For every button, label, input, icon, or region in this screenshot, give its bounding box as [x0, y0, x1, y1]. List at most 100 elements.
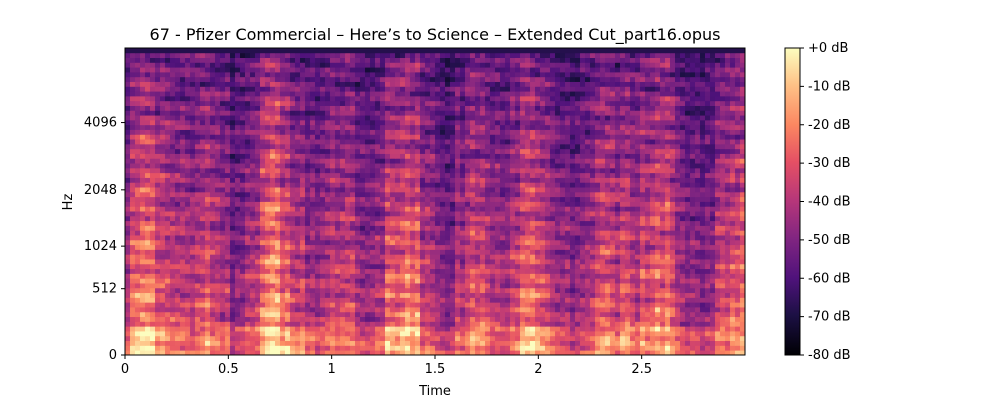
heatmap-cell [230, 177, 236, 183]
heatmap-cell [580, 196, 586, 202]
heatmap-cell [540, 163, 546, 169]
heatmap-cell [630, 302, 636, 308]
heatmap-cell [440, 167, 446, 174]
heatmap-cell [155, 163, 161, 169]
heatmap-cell [600, 292, 606, 298]
heatmap-cell [365, 244, 371, 250]
heatmap-cell [740, 278, 746, 284]
heatmap-cell [420, 225, 426, 231]
heatmap-cell [540, 244, 546, 250]
heatmap-cell [585, 278, 591, 284]
heatmap-cell [320, 350, 326, 356]
heatmap-cell [660, 307, 666, 313]
heatmap-cell [125, 335, 131, 342]
heatmap-cell [450, 225, 456, 231]
heatmap-cell [720, 254, 726, 260]
heatmap-cell [670, 307, 676, 313]
heatmap-cell [165, 244, 171, 250]
heatmap-cell [365, 191, 371, 198]
heatmap-cell [420, 283, 426, 289]
heatmap-cell [355, 215, 361, 222]
heatmap-cell [650, 230, 656, 236]
heatmap-cell [630, 206, 636, 212]
heatmap-cell [550, 235, 556, 241]
heatmap-cell [135, 206, 141, 212]
heatmap-cell [630, 283, 636, 289]
heatmap-cell [520, 278, 526, 284]
heatmap-cell [335, 220, 341, 226]
heatmap-cell [585, 225, 591, 231]
heatmap-cell [160, 345, 166, 351]
heatmap-cell [630, 345, 636, 351]
heatmap-cell [260, 278, 266, 284]
heatmap-cell [145, 302, 151, 308]
heatmap-cell [675, 350, 681, 356]
heatmap-cell [220, 230, 226, 236]
heatmap-cell [415, 191, 421, 198]
heatmap-cell [740, 201, 746, 207]
heatmap-cell [165, 172, 171, 178]
heatmap-cell [360, 249, 366, 255]
heatmap-cell [550, 244, 556, 250]
heatmap-cell [280, 263, 286, 270]
heatmap-cell [410, 278, 416, 284]
heatmap-cell [375, 287, 381, 294]
heatmap-cell [450, 345, 456, 351]
heatmap-cell [270, 201, 276, 207]
heatmap-cell [320, 163, 326, 169]
heatmap-cell [665, 230, 671, 236]
heatmap-cell [325, 225, 331, 231]
heatmap-cell [535, 220, 541, 226]
heatmap-cell [475, 254, 481, 260]
heatmap-cell [625, 220, 631, 226]
heatmap-cell [430, 263, 436, 270]
heatmap-cell [280, 302, 286, 308]
heatmap-cell [580, 331, 586, 337]
heatmap-cell [520, 311, 526, 318]
heatmap-cell [150, 230, 156, 236]
heatmap-cell [410, 259, 416, 265]
heatmap-cell [700, 287, 706, 294]
heatmap-cell [220, 321, 226, 327]
heatmap-cell [570, 206, 576, 212]
heatmap-cell [705, 206, 711, 212]
heatmap-cell [645, 201, 651, 207]
heatmap-cell [280, 235, 286, 241]
heatmap-cell [475, 311, 481, 318]
heatmap-cell [665, 177, 671, 183]
heatmap-cell [595, 345, 601, 351]
heatmap-cell [390, 244, 396, 250]
heatmap-cell [615, 172, 621, 178]
heatmap-cell [660, 259, 666, 265]
heatmap-cell [640, 230, 646, 236]
heatmap-cell [430, 316, 436, 322]
heatmap-cell [470, 254, 476, 260]
heatmap-cell [195, 321, 201, 327]
heatmap-cell [585, 254, 591, 260]
heatmap-cell [505, 297, 511, 303]
heatmap-cell [385, 268, 391, 274]
heatmap-cell [530, 307, 536, 313]
heatmap-cell [130, 187, 136, 193]
heatmap-cell [240, 201, 246, 207]
heatmap-cell [390, 211, 396, 217]
heatmap-cell [290, 263, 296, 270]
heatmap-cell [600, 163, 606, 169]
heatmap-cell [370, 278, 376, 284]
heatmap-cell [305, 225, 311, 231]
heatmap-cell [495, 196, 501, 202]
heatmap-cell [555, 249, 561, 255]
heatmap-cell [235, 287, 241, 294]
heatmap-cell [240, 273, 246, 279]
heatmap-cell [365, 345, 371, 351]
heatmap-cell [295, 350, 301, 356]
heatmap-cell [625, 235, 631, 241]
heatmap-cell [695, 206, 701, 212]
heatmap-cell [415, 215, 421, 222]
heatmap-cell [500, 331, 506, 337]
heatmap-cell [205, 321, 211, 327]
heatmap-cell [230, 321, 236, 327]
heatmap-cell [185, 321, 191, 327]
heatmap-cell [505, 268, 511, 274]
heatmap-cell [635, 259, 641, 265]
